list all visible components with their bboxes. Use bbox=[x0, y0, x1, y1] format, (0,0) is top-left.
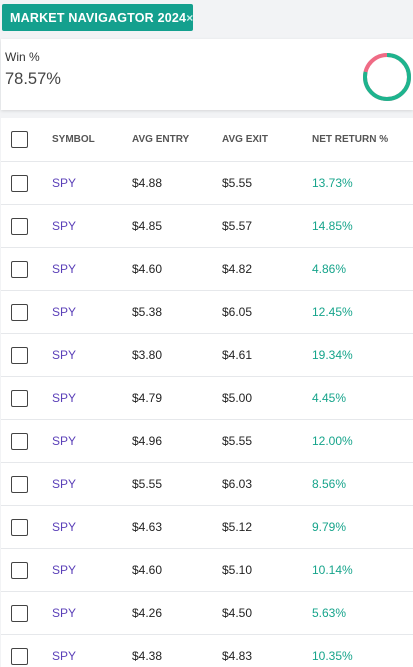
header-avg-entry[interactable]: AVG ENTRY bbox=[132, 134, 190, 145]
avg-exit-cell: $5.55 bbox=[222, 434, 253, 448]
table-row[interactable]: SPY $4.60 $4.82 4.86% bbox=[1, 248, 413, 291]
symbol-link[interactable]: SPY bbox=[52, 563, 77, 577]
avg-exit-cell: $4.50 bbox=[222, 606, 253, 620]
table-row[interactable]: SPY $4.85 $5.57 14.85% bbox=[1, 205, 413, 248]
table-row[interactable]: SPY $4.60 $5.10 10.14% bbox=[1, 549, 413, 592]
symbol-link[interactable]: SPY bbox=[52, 348, 77, 362]
avg-exit-cell: $5.00 bbox=[222, 391, 253, 405]
avg-exit-cell: $6.03 bbox=[222, 477, 253, 491]
symbol-link[interactable]: SPY bbox=[52, 606, 77, 620]
avg-entry-cell: $4.60 bbox=[132, 563, 163, 577]
avg-entry-cell: $3.80 bbox=[132, 348, 163, 362]
win-rate-donut bbox=[363, 53, 411, 101]
net-return-cell: 10.14% bbox=[312, 563, 353, 577]
symbol-link[interactable]: SPY bbox=[52, 262, 77, 276]
header-net-return[interactable]: NET RETURN % bbox=[312, 134, 389, 145]
avg-entry-cell: $4.79 bbox=[132, 391, 163, 405]
symbol-link[interactable]: SPY bbox=[52, 391, 77, 405]
net-return-cell: 12.45% bbox=[312, 305, 353, 319]
symbol-link[interactable]: SPY bbox=[52, 649, 77, 663]
avg-entry-cell: $5.55 bbox=[132, 477, 163, 491]
avg-entry-cell: $4.38 bbox=[132, 649, 163, 663]
filter-tag[interactable]: MARKET NAVIGAGTOR 2024 × bbox=[2, 4, 193, 31]
net-return-cell: 9.79% bbox=[312, 520, 347, 534]
row-checkbox[interactable] bbox=[11, 518, 28, 536]
donut-win-arc bbox=[363, 53, 411, 101]
avg-entry-cell: $4.26 bbox=[132, 606, 163, 620]
avg-exit-cell: $4.61 bbox=[222, 348, 253, 362]
header-avg-exit[interactable]: AVG EXIT bbox=[222, 134, 268, 145]
table-row[interactable]: SPY $4.79 $5.00 4.45% bbox=[1, 377, 413, 420]
avg-entry-cell: $4.60 bbox=[132, 262, 163, 276]
symbol-link[interactable]: SPY bbox=[52, 219, 77, 233]
row-checkbox[interactable] bbox=[11, 432, 28, 450]
avg-entry-cell: $4.96 bbox=[132, 434, 163, 448]
select-all-checkbox[interactable] bbox=[11, 131, 28, 148]
trades-table: SYMBOL AVG ENTRY AVG EXIT NET RETURN % S… bbox=[1, 118, 413, 667]
avg-exit-cell: $5.57 bbox=[222, 219, 253, 233]
row-checkbox[interactable] bbox=[11, 475, 28, 493]
net-return-cell: 19.34% bbox=[312, 348, 353, 362]
net-return-cell: 8.56% bbox=[312, 477, 347, 491]
net-return-cell: 5.63% bbox=[312, 606, 347, 620]
net-return-cell: 10.35% bbox=[312, 649, 353, 663]
table-row[interactable]: SPY $5.38 $6.05 12.45% bbox=[1, 291, 413, 334]
avg-exit-cell: $5.12 bbox=[222, 520, 253, 534]
row-checkbox[interactable] bbox=[11, 604, 28, 622]
net-return-cell: 4.45% bbox=[312, 391, 347, 405]
table-header: SYMBOL AVG ENTRY AVG EXIT NET RETURN % bbox=[1, 118, 413, 162]
avg-entry-cell: $4.85 bbox=[132, 219, 163, 233]
win-rate-card: Win % 78.57% bbox=[1, 39, 413, 110]
net-return-cell: 13.73% bbox=[312, 176, 353, 190]
row-checkbox[interactable] bbox=[11, 346, 28, 364]
table-row[interactable]: SPY $4.88 $5.55 13.73% bbox=[1, 162, 413, 205]
avg-entry-cell: $5.38 bbox=[132, 305, 163, 319]
avg-entry-cell: $4.88 bbox=[132, 176, 163, 190]
symbol-link[interactable]: SPY bbox=[52, 477, 77, 491]
filter-tag-label: MARKET NAVIGAGTOR 2024 bbox=[10, 10, 187, 25]
net-return-cell: 14.85% bbox=[312, 219, 353, 233]
header-symbol[interactable]: SYMBOL bbox=[52, 134, 95, 145]
table-row[interactable]: SPY $4.38 $4.83 10.35% bbox=[1, 635, 413, 667]
row-checkbox[interactable] bbox=[11, 217, 28, 235]
avg-exit-cell: $4.83 bbox=[222, 649, 253, 663]
table-body: SPY $4.88 $5.55 13.73% SPY $4.85 $5.57 14.85% SP… bbox=[1, 162, 413, 667]
symbol-link[interactable]: SPY bbox=[52, 176, 77, 190]
table-row[interactable]: SPY $4.63 $5.12 9.79% bbox=[1, 506, 413, 549]
row-checkbox[interactable] bbox=[11, 561, 28, 579]
table-row[interactable]: SPY $4.96 $5.55 12.00% bbox=[1, 420, 413, 463]
avg-entry-cell: $4.63 bbox=[132, 520, 163, 534]
symbol-link[interactable]: SPY bbox=[52, 434, 77, 448]
net-return-cell: 4.86% bbox=[312, 262, 347, 276]
table-row[interactable]: SPY $3.80 $4.61 19.34% bbox=[1, 334, 413, 377]
close-icon[interactable]: × bbox=[186, 10, 194, 25]
net-return-cell: 12.00% bbox=[312, 434, 353, 448]
table-row[interactable]: SPY $4.26 $4.50 5.63% bbox=[1, 592, 413, 635]
avg-exit-cell: $5.55 bbox=[222, 176, 253, 190]
avg-exit-cell: $4.82 bbox=[222, 262, 253, 276]
win-rate-value: 78.57% bbox=[5, 70, 61, 88]
symbol-link[interactable]: SPY bbox=[52, 305, 77, 319]
row-checkbox[interactable] bbox=[11, 389, 28, 407]
row-checkbox[interactable] bbox=[11, 260, 28, 278]
avg-exit-cell: $5.10 bbox=[222, 563, 253, 577]
win-rate-label: Win % bbox=[5, 50, 40, 64]
table-row[interactable]: SPY $5.55 $6.03 8.56% bbox=[1, 463, 413, 506]
row-checkbox[interactable] bbox=[11, 647, 28, 665]
row-checkbox[interactable] bbox=[11, 303, 28, 321]
row-checkbox[interactable] bbox=[11, 174, 28, 192]
avg-exit-cell: $6.05 bbox=[222, 305, 253, 319]
symbol-link[interactable]: SPY bbox=[52, 520, 77, 534]
